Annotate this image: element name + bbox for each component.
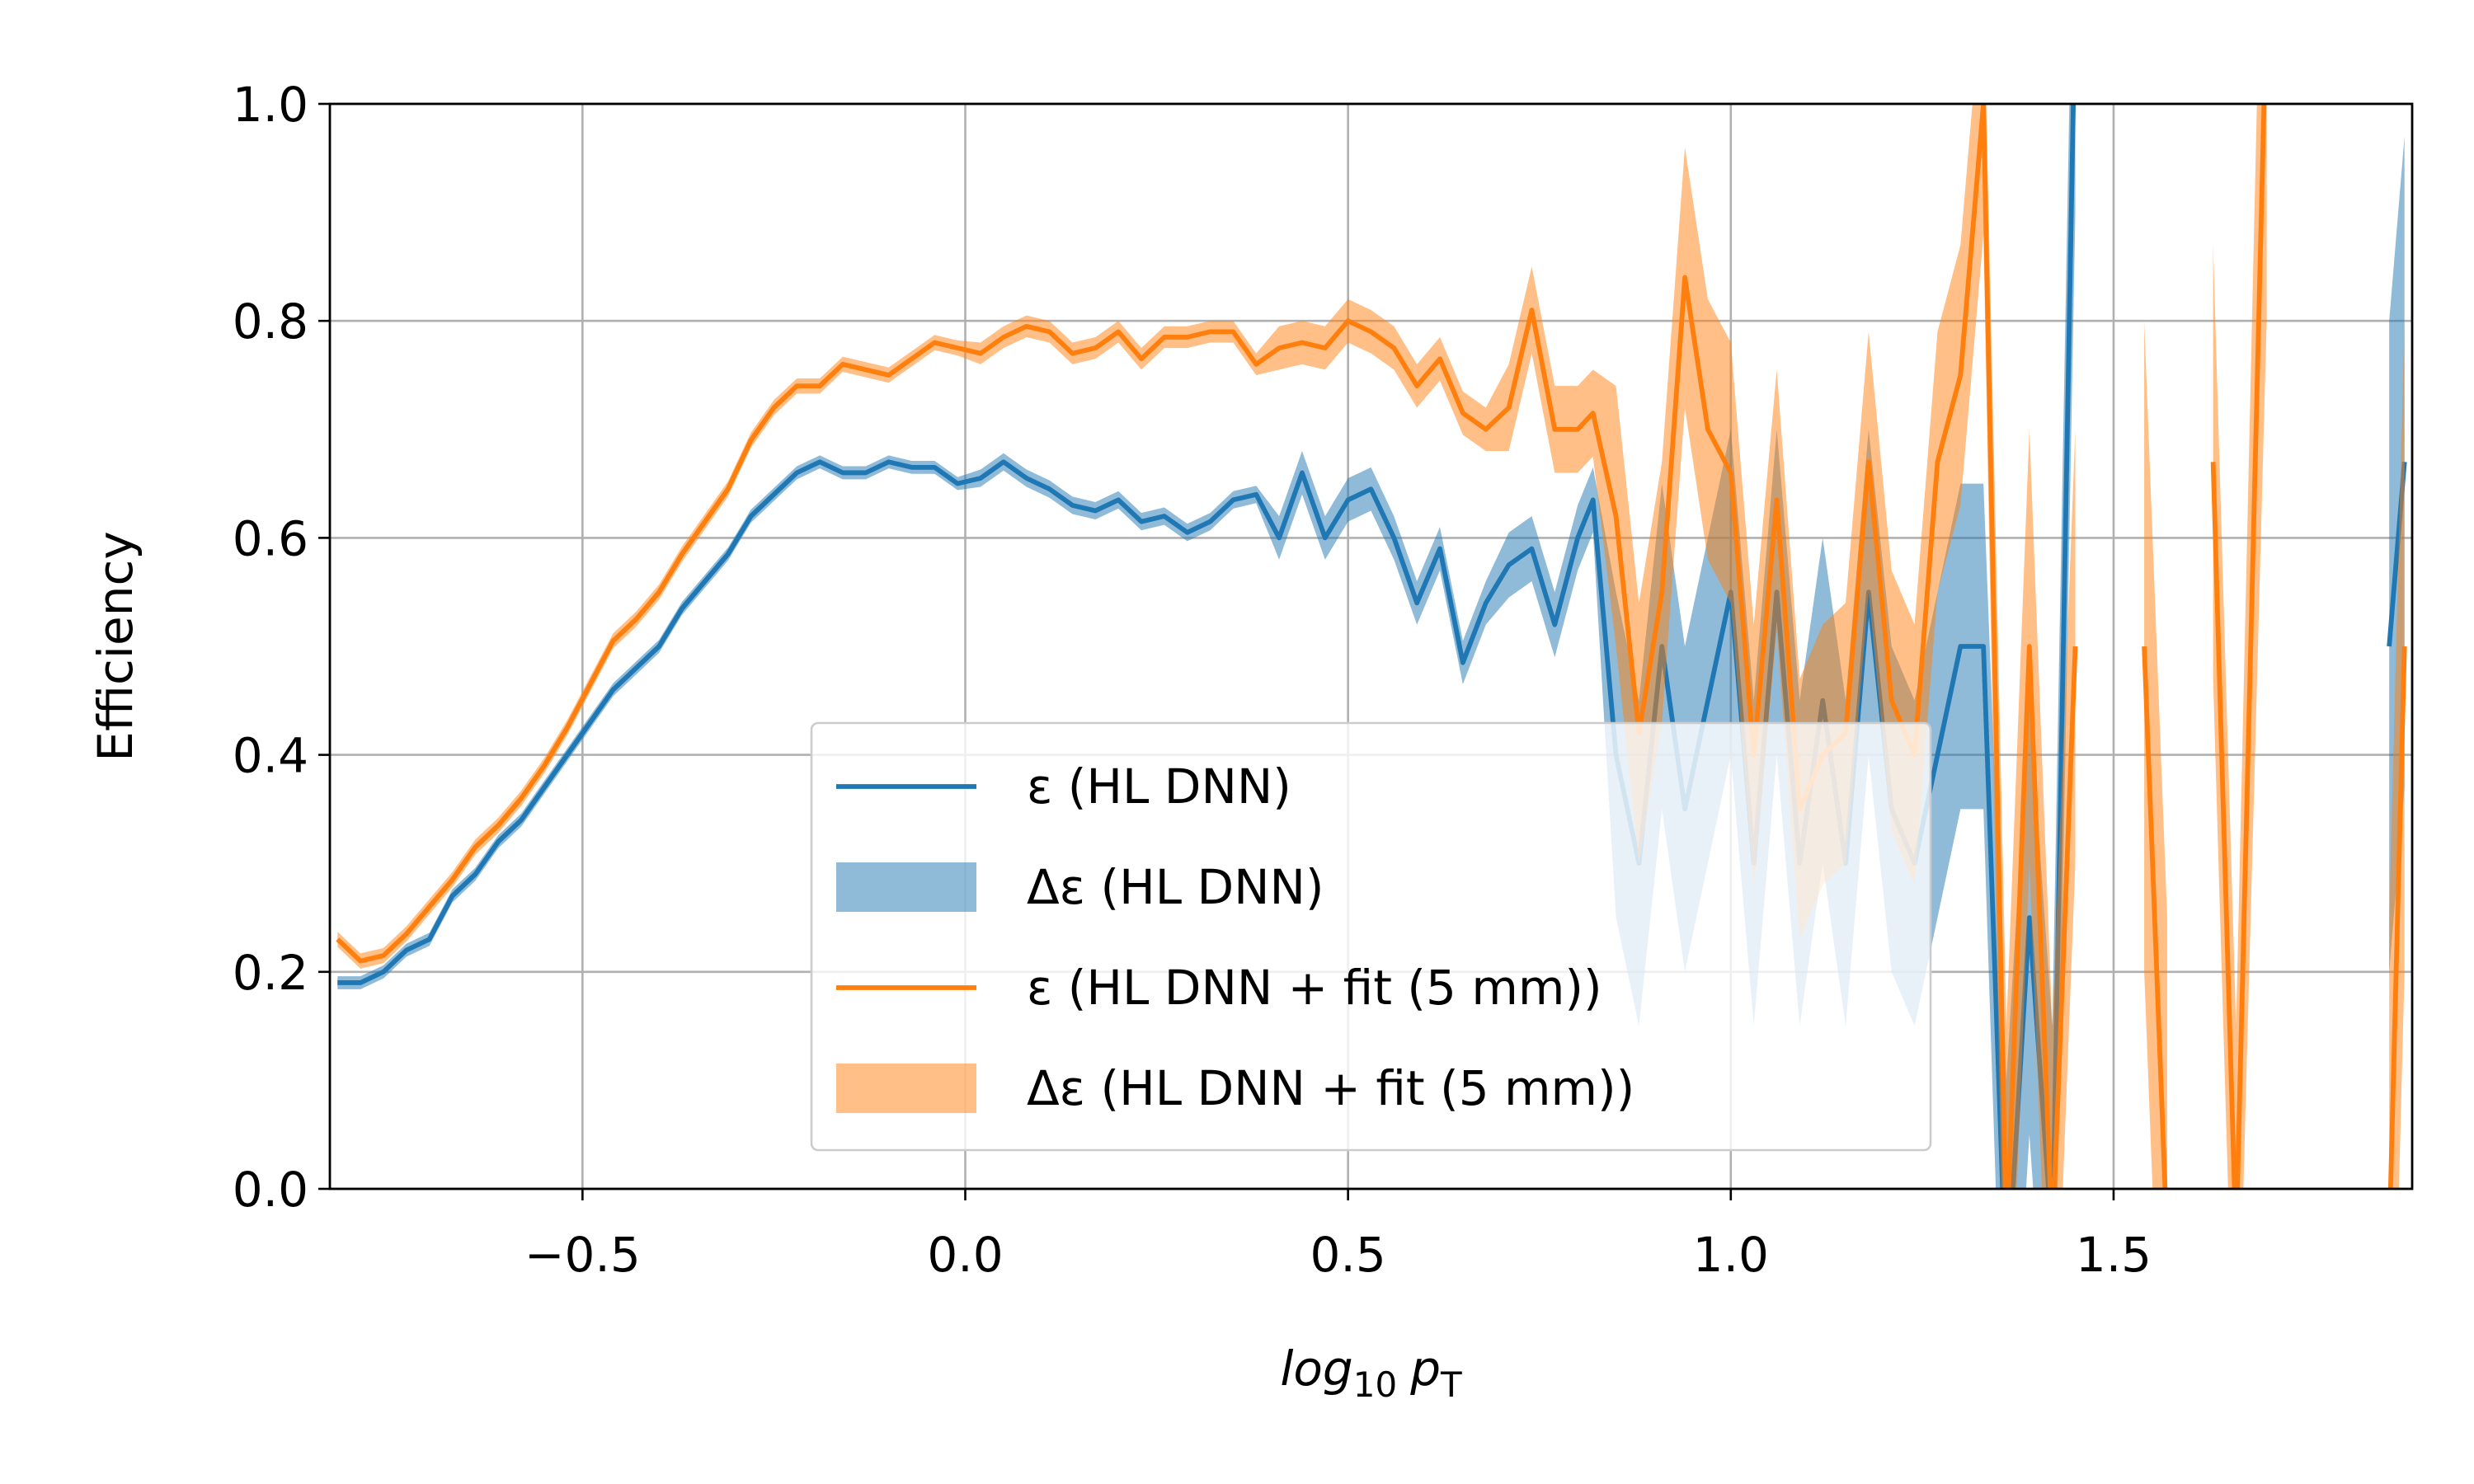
legend-patch bbox=[836, 1064, 976, 1113]
x-axis-label-part: p bbox=[1409, 1341, 1441, 1397]
x-axis-label-subscript: 10 bbox=[1353, 1364, 1397, 1405]
axes-frame bbox=[328, 102, 2414, 1190]
x-tick-label: 1.5 bbox=[2076, 1227, 2152, 1283]
x-tick-label: 0.0 bbox=[927, 1227, 1003, 1283]
x-tick-label: −0.5 bbox=[524, 1227, 641, 1283]
y-tick-label: 0.8 bbox=[233, 294, 308, 350]
axes: −0.5 0.0 0.5 1.0 1.5 0.0 0.2 0.4 0.6 0.8 1.0 log10 p… bbox=[87, 77, 2414, 1405]
legend-box bbox=[810, 721, 1932, 1152]
x-tick-label: 0.5 bbox=[1310, 1227, 1386, 1283]
error-band bbox=[2389, 321, 2405, 1189]
error-band bbox=[2213, 104, 2267, 1189]
legend: ε (HL DNN) Δε (HL DNN) ε (HL DNN + fit (5 … bbox=[810, 721, 1932, 1152]
y-tick-label: 1.0 bbox=[233, 77, 308, 133]
x-tick-label: 1.0 bbox=[1693, 1227, 1769, 1283]
y-tick-label: 0.4 bbox=[233, 728, 308, 784]
x-axis-label: log10 pT bbox=[1280, 1341, 1462, 1405]
legend-label: ε (HL DNN) bbox=[1027, 758, 1291, 815]
y-tick-label: 0.6 bbox=[233, 510, 308, 566]
legend-patch bbox=[836, 862, 976, 912]
y-axis-label: Efficiency bbox=[87, 531, 143, 761]
y-tick-label: 0.2 bbox=[233, 945, 308, 1001]
legend-label: Δε (HL DNN) bbox=[1027, 859, 1324, 915]
legend-label: ε (HL DNN + fit (5 mm)) bbox=[1027, 960, 1602, 1016]
x-axis-label-subscript: T bbox=[1440, 1364, 1462, 1405]
y-tick-label: 0.0 bbox=[233, 1162, 308, 1218]
x-axis-label-part: log bbox=[1280, 1341, 1352, 1397]
error-band bbox=[2144, 321, 2167, 1189]
legend-label: Δε (HL DNN + fit (5 mm)) bbox=[1027, 1060, 1634, 1116]
